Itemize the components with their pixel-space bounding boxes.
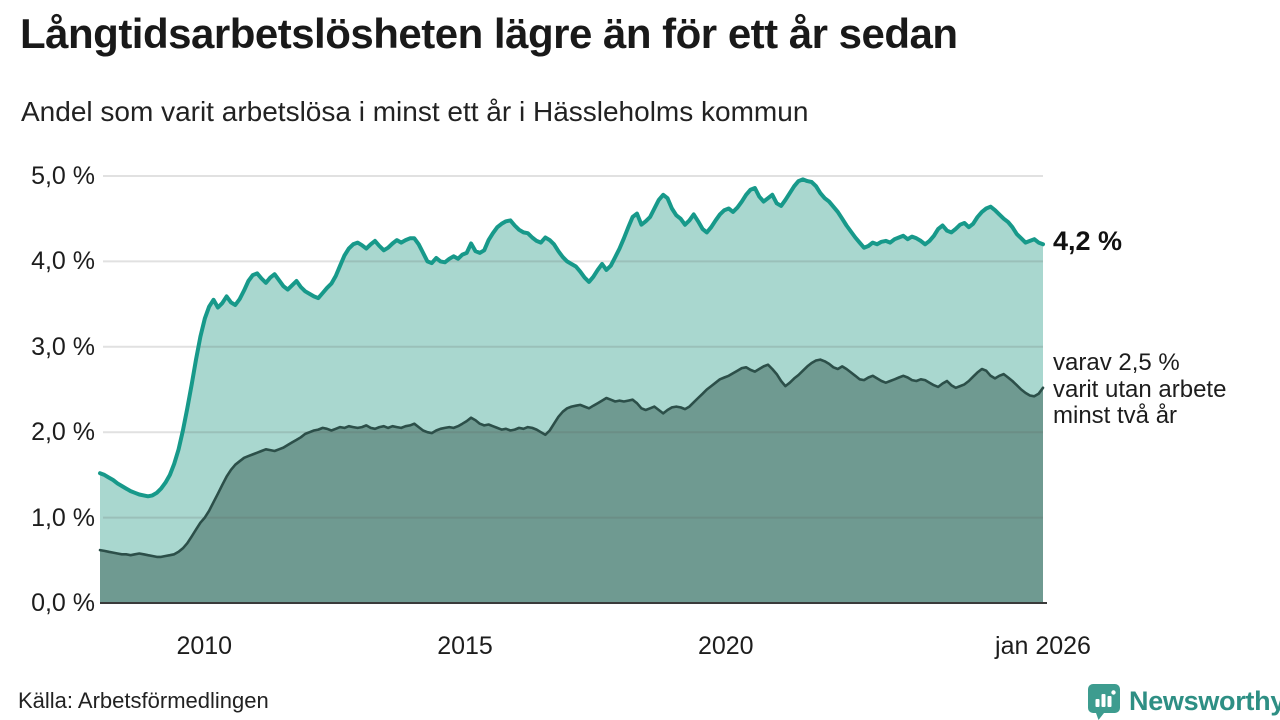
line-two-years <box>98 358 1045 559</box>
page-title: Långtidsarbetslösheten lägre än för ett … <box>20 10 958 57</box>
x-tick-label: 2015 <box>437 632 493 660</box>
x-tick-label: 2010 <box>176 632 233 660</box>
chart-subtitle: Andel som varit arbetslösa i minst ett å… <box>21 96 809 127</box>
brand-name: Newsworthy <box>1129 686 1280 716</box>
x-tick-label: jan 2026 <box>995 632 1091 660</box>
y-tick-label: 2,0 % <box>31 418 95 447</box>
y-tick-label: 5,0 % <box>31 162 95 190</box>
side-note-line: varit utan arbete <box>1053 375 1227 403</box>
side-note-annotation: varav 2,5 % varit utan arbete minst två … <box>1053 349 1227 430</box>
source-credit: Källa: Arbetsförmedlingen <box>18 688 269 713</box>
side-note-line: minst två år <box>1053 402 1178 429</box>
latest-value-label: 4,2 % <box>1053 226 1123 256</box>
gridlines <box>103 175 1043 519</box>
x-tick-label: 2020 <box>697 632 754 660</box>
y-tick-label: 0,0 % <box>31 589 95 617</box>
y-tick-label: 1,0 % <box>31 503 95 532</box>
y-tick-label: 4,0 % <box>31 247 95 276</box>
bar-chart-speech-bubble-icon <box>1088 684 1120 720</box>
brand-logo: Newsworthy <box>1086 683 1280 720</box>
line-total <box>98 177 1045 499</box>
side-note-line: varav 2,5 % <box>1053 349 1180 376</box>
area-two-years <box>100 359 1043 603</box>
y-tick-label: 3,0 % <box>31 332 95 361</box>
